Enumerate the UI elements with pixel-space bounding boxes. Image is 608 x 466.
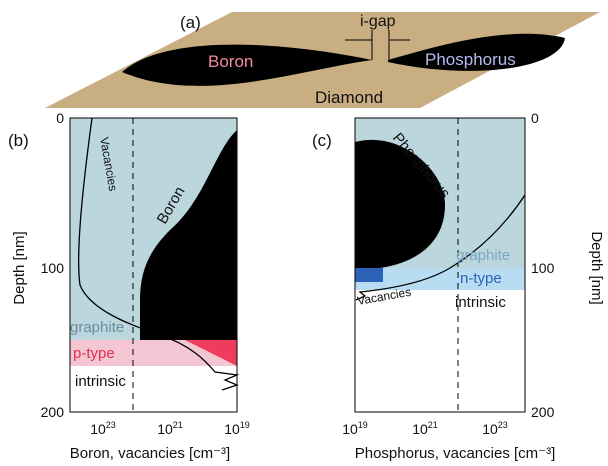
x-axis-label: Boron, vacancies [cm⁻³] [70, 445, 230, 462]
x-tick-label: 1021 [412, 420, 438, 437]
panel-label: (c) [312, 131, 332, 150]
panel-label: (a) [180, 13, 201, 32]
y-tick-label: 0 [531, 110, 539, 126]
n-type-peak [355, 268, 383, 282]
layer-label: intrinsic [455, 294, 506, 311]
y-tick-label: 200 [41, 404, 65, 420]
y-tick-label: 0 [56, 110, 64, 126]
x-axis-label: Phosphorus, vacancies [cm⁻³] [355, 445, 556, 462]
layer-label: graphite [70, 319, 124, 336]
layer-label: n-type [460, 270, 502, 287]
boron-label: Boron [208, 52, 253, 71]
y-tick-label: 100 [531, 260, 555, 276]
y-tick-label: 100 [41, 260, 65, 276]
layer-label: intrinsic [75, 373, 126, 390]
x-tick-label: 1019 [224, 420, 250, 437]
phosphorus-label: Phosphorus [425, 50, 516, 69]
x-tick-label: 1021 [157, 420, 183, 437]
y-axis-label: Depth [nm] [11, 231, 28, 304]
diamond-label: Diamond [315, 88, 383, 107]
x-tick-label: 1019 [342, 420, 368, 437]
x-tick-label: 1023 [482, 420, 508, 437]
layer-label: graphite [456, 247, 510, 264]
panel-label: (b) [8, 131, 29, 150]
figure: (a) i-gap Boron Phosphorus Diamond (b) 0… [0, 0, 608, 466]
x-tick-label: 1023 [90, 420, 116, 437]
gap-label: i-gap [360, 13, 396, 30]
y-axis-label: Depth [nm] [588, 231, 605, 304]
layer-label: p-type [73, 345, 115, 362]
y-tick-label: 200 [531, 404, 555, 420]
